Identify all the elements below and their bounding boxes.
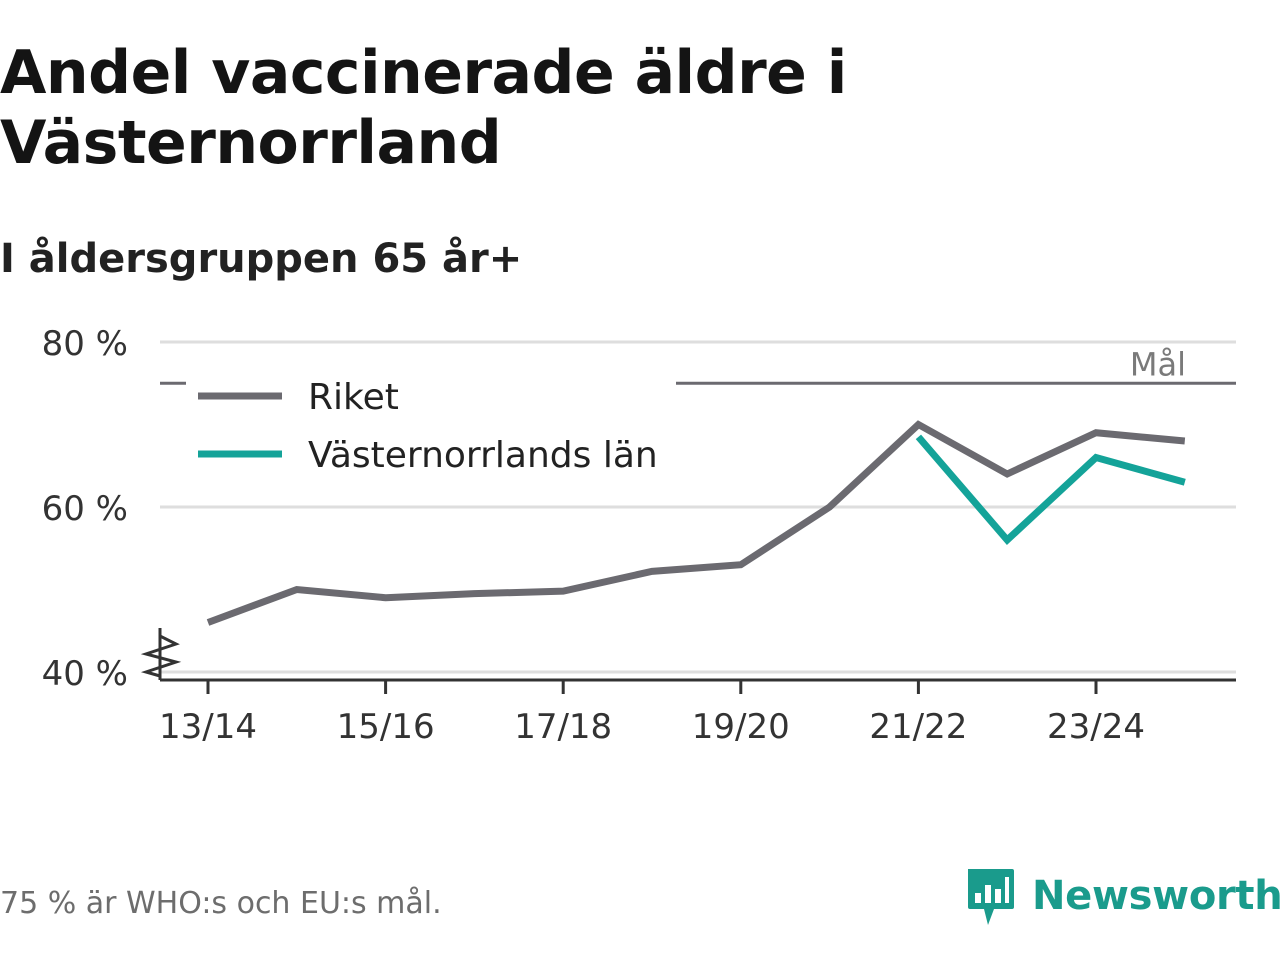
series-line-1 bbox=[915, 434, 1186, 546]
x-tick-label: 17/18 bbox=[514, 707, 612, 747]
x-tick-label: 19/20 bbox=[692, 707, 790, 747]
axis-break-icon bbox=[140, 634, 182, 678]
target-label: Mål bbox=[1130, 345, 1186, 383]
x-tick-label: 23/24 bbox=[1047, 707, 1145, 747]
footnote: 75 % är WHO:s och EU:s mål. bbox=[0, 886, 442, 921]
legend-label-0: Riket bbox=[308, 377, 399, 418]
legend-label-1: Västernorrlands län bbox=[308, 435, 658, 476]
brand: Newsworthy bbox=[964, 864, 1280, 928]
series-line-0 bbox=[206, 420, 1186, 626]
line-chart: 40 % 60 % 80 % Mål 13/14 15/16 17/18 19/20 21/22… bbox=[42, 324, 1236, 747]
page-title: Andel vaccinerade äldre i Västernorrland bbox=[0, 38, 847, 178]
chart-subtitle: I åldersgruppen 65 år+ bbox=[0, 236, 523, 282]
y-tick-label: 40 % bbox=[42, 654, 128, 694]
brand-name: Newsworthy bbox=[1032, 873, 1280, 919]
x-tick-label: 13/14 bbox=[159, 707, 257, 747]
newsworthy-logo-icon bbox=[968, 869, 1014, 925]
x-tick-label: 21/22 bbox=[869, 707, 967, 747]
y-tick-label: 60 % bbox=[42, 489, 128, 529]
x-tick-label: 15/16 bbox=[337, 707, 435, 747]
y-tick-label: 80 % bbox=[42, 324, 128, 364]
